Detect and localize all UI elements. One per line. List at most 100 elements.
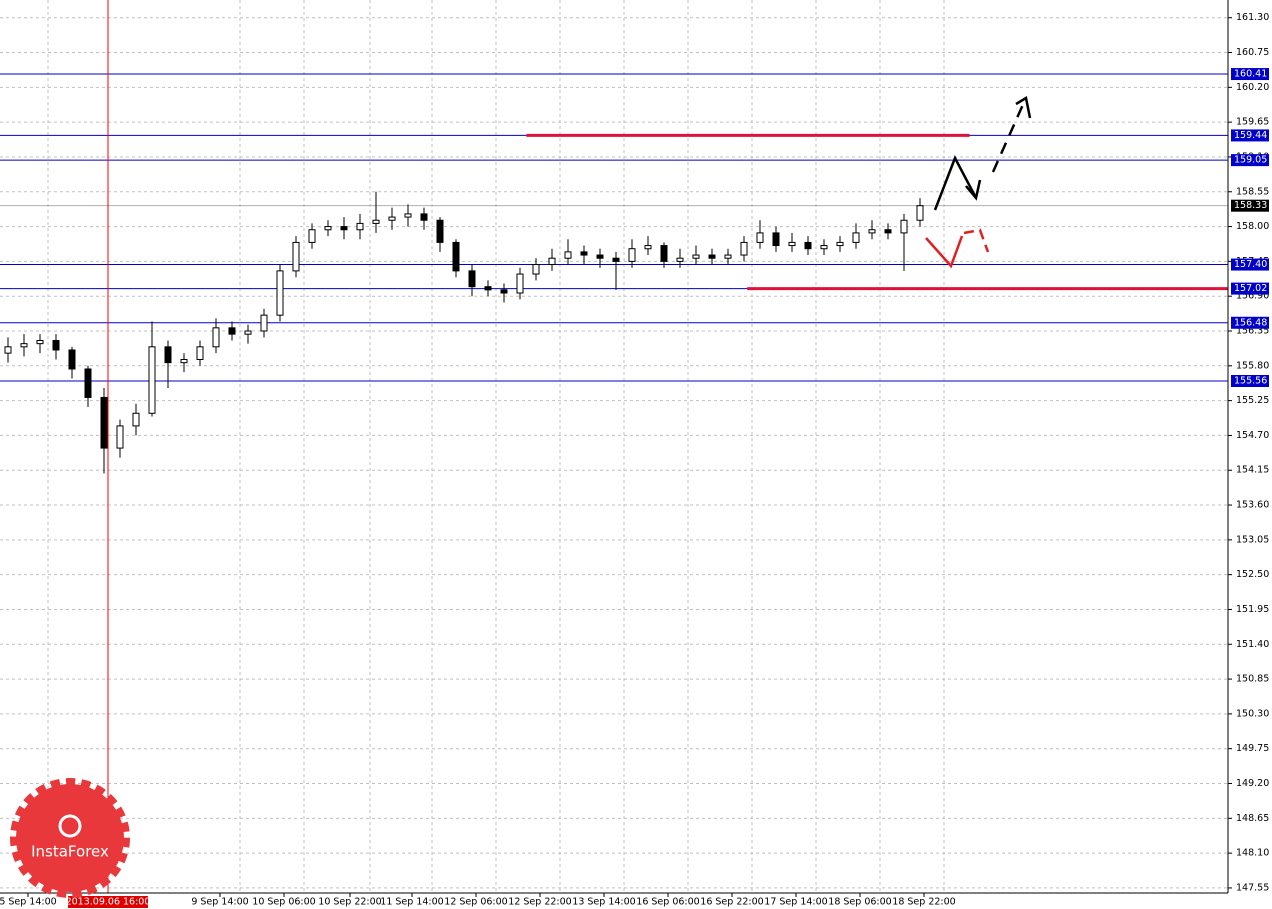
logo-icon	[58, 814, 82, 838]
y-tick-label: 160.75	[1236, 47, 1269, 58]
x-tick-label: 16 Sep 22:00	[700, 897, 763, 908]
logo-badge	[16, 784, 124, 892]
arrow	[991, 99, 1027, 173]
candle-body	[564, 251, 572, 259]
forecast-arrows	[925, 96, 1032, 269]
candle-body	[452, 241, 460, 272]
candle-body	[356, 222, 364, 231]
x-tick-label: 11 Sep 14:00	[380, 897, 443, 908]
candle-body	[324, 226, 332, 231]
candle-body	[868, 229, 876, 234]
candle-body	[756, 232, 764, 243]
grid	[0, 0, 1228, 893]
candle-body	[820, 245, 828, 250]
arrow	[925, 235, 964, 269]
candle-body	[308, 229, 316, 243]
candle-body	[276, 270, 284, 316]
x-tick-label: 12 Sep 22:00	[508, 897, 571, 908]
x-tick-label: 12 Sep 06:00	[444, 897, 507, 908]
level-label: 159.05	[1234, 155, 1267, 166]
x-tick-label: 17 Sep 14:00	[764, 897, 827, 908]
candle-body	[100, 396, 108, 449]
candle-body	[772, 232, 780, 247]
candle-body	[212, 327, 220, 348]
y-tick-label: 155.80	[1236, 360, 1269, 371]
candle-body	[708, 254, 716, 259]
candle-body	[228, 327, 236, 335]
level-label-box	[1231, 316, 1269, 329]
candle-body	[180, 358, 188, 364]
candle-body	[20, 343, 28, 348]
x-tick-label: 18 Sep 22:00	[892, 897, 955, 908]
marker-label-box	[68, 896, 148, 908]
candle-body	[532, 264, 540, 275]
candle-body	[164, 346, 172, 364]
candle-body	[292, 241, 300, 272]
logo-edge	[10, 778, 130, 898]
price-label-box	[1231, 199, 1269, 212]
price-label: 158.33	[1234, 200, 1267, 211]
candle-body	[36, 339, 44, 345]
candle-body	[516, 273, 524, 294]
x-tick-label: 16 Sep 06:00	[636, 897, 699, 908]
y-tick-label: 160.20	[1236, 82, 1269, 93]
y-tick-label: 152.50	[1236, 569, 1269, 580]
y-tick-label: 148.65	[1236, 813, 1269, 824]
x-tick-label: 13 Sep 14:00	[572, 897, 635, 908]
logo: InstaForex	[10, 778, 130, 898]
level-label-box	[1231, 68, 1269, 81]
candle-body	[612, 257, 620, 262]
y-tick-label: 149.75	[1236, 743, 1269, 754]
level-label-box	[1231, 258, 1269, 271]
candle-body	[148, 346, 156, 414]
y-tick-label: 158.00	[1236, 221, 1269, 232]
candle-body	[52, 339, 60, 351]
candle-body	[132, 412, 140, 427]
candle-body	[116, 425, 124, 449]
y-tick-label: 161.30	[1236, 12, 1269, 23]
candle-body	[260, 314, 268, 332]
candle-body	[628, 248, 636, 262]
level-label: 160.41	[1234, 69, 1267, 80]
candle-body	[916, 205, 924, 221]
candle-body	[724, 254, 732, 259]
candle-body	[468, 270, 476, 288]
y-tick-label: 159.65	[1236, 117, 1269, 128]
y-tick-label: 151.40	[1236, 639, 1269, 650]
candle-body	[68, 349, 76, 370]
y-tick-label: 156.35	[1236, 325, 1269, 336]
candle-body	[436, 219, 444, 243]
candle-body	[340, 226, 348, 231]
candle-body	[692, 254, 700, 259]
logo-text: InstaForex	[31, 843, 109, 861]
candle-body	[740, 241, 748, 256]
x-tick-label: 18 Sep 06:00	[828, 897, 891, 908]
candle-body	[500, 289, 508, 294]
candle-body	[404, 213, 412, 218]
candle-body	[804, 241, 812, 250]
candle-body	[484, 286, 492, 291]
level-label: 156.48	[1234, 317, 1267, 328]
y-tick-label: 158.55	[1236, 186, 1269, 197]
candle-body	[84, 368, 92, 398]
level-label: 157.40	[1234, 259, 1267, 270]
arrow	[933, 154, 977, 211]
level-label: 157.02	[1234, 283, 1267, 294]
candle-body	[900, 219, 908, 234]
level-label-box	[1231, 282, 1269, 295]
level-label-box	[1231, 129, 1269, 142]
y-tick-label: 150.85	[1236, 674, 1269, 685]
x-tick-label: 10 Sep 22:00	[318, 897, 381, 908]
x-tick-label: 5 Sep 14:00	[0, 897, 57, 908]
candle-body	[244, 330, 252, 335]
y-tick-label: 150.30	[1236, 708, 1269, 719]
y-tick-label: 153.60	[1236, 500, 1269, 511]
arrow-head	[965, 179, 982, 201]
candle-body	[4, 346, 12, 354]
y-tick-label: 149.20	[1236, 778, 1269, 789]
level-label-box	[1231, 374, 1269, 387]
levels	[0, 0, 1228, 893]
candle-body	[596, 254, 604, 259]
